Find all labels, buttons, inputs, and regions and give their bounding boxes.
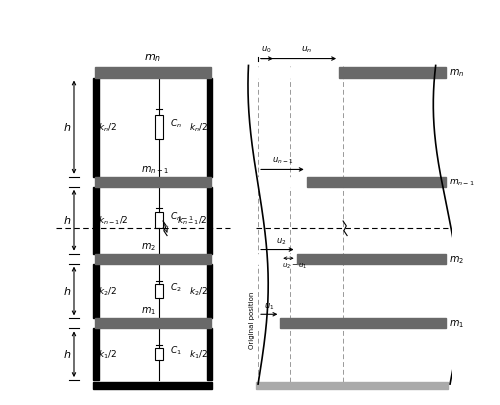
- Text: $m_1$: $m_1$: [450, 318, 464, 330]
- Text: h: h: [63, 123, 70, 133]
- Text: $m_2$: $m_2$: [141, 240, 156, 252]
- Bar: [256, 382, 448, 389]
- Text: $C_n$: $C_n$: [170, 117, 182, 130]
- Text: $m_2$: $m_2$: [450, 253, 464, 265]
- Text: $k_1/2$: $k_1/2$: [188, 348, 208, 360]
- Bar: [94, 188, 99, 254]
- Bar: [206, 188, 212, 254]
- Bar: [95, 319, 211, 328]
- Bar: [206, 79, 212, 177]
- Text: $u_0$: $u_0$: [261, 44, 272, 55]
- Text: $C_1$: $C_1$: [170, 344, 181, 356]
- Text: $u_{n-1}$: $u_{n-1}$: [272, 156, 293, 166]
- Text: $u_2$: $u_2$: [276, 236, 286, 247]
- Bar: [94, 264, 99, 319]
- Text: $u_1$: $u_1$: [264, 301, 274, 311]
- Text: $u_2-u_1$: $u_2-u_1$: [282, 261, 308, 270]
- Text: h: h: [63, 350, 70, 359]
- Text: $m_n$: $m_n$: [144, 52, 162, 64]
- Bar: [306, 177, 446, 188]
- Text: $m_1$: $m_1$: [141, 305, 156, 317]
- Text: h: h: [63, 286, 70, 296]
- Bar: [94, 79, 99, 177]
- Bar: [257, 68, 339, 79]
- Text: Original position: Original position: [249, 291, 255, 348]
- Text: $m_{n-1}$: $m_{n-1}$: [450, 177, 475, 188]
- Bar: [257, 177, 306, 188]
- Text: $m_{n-1}$: $m_{n-1}$: [141, 164, 169, 175]
- Text: $k_n/2$: $k_n/2$: [188, 122, 208, 134]
- Bar: [95, 254, 211, 264]
- Bar: [95, 177, 211, 188]
- Text: $C_{n-1}$: $C_{n-1}$: [170, 210, 194, 223]
- Text: $u_n$: $u_n$: [301, 44, 312, 55]
- Bar: [154, 116, 164, 140]
- Text: $k_n/2$: $k_n/2$: [98, 122, 117, 134]
- Bar: [206, 328, 212, 380]
- Bar: [296, 254, 446, 264]
- Text: $k_2/2$: $k_2/2$: [188, 285, 208, 298]
- Text: $C_2$: $C_2$: [170, 281, 181, 294]
- Bar: [95, 68, 211, 79]
- Text: h: h: [63, 216, 70, 226]
- Bar: [206, 264, 212, 319]
- Text: $k_{n-1}/2$: $k_{n-1}/2$: [98, 214, 129, 227]
- Bar: [280, 319, 446, 328]
- Bar: [94, 382, 212, 389]
- Bar: [154, 348, 164, 360]
- Text: $k_2/2$: $k_2/2$: [98, 285, 117, 298]
- Text: $k_1/2$: $k_1/2$: [98, 348, 117, 360]
- Bar: [257, 254, 296, 264]
- Text: $m_n$: $m_n$: [450, 68, 465, 79]
- Bar: [257, 319, 280, 328]
- Bar: [94, 328, 99, 380]
- Bar: [154, 285, 164, 298]
- Text: $k_{n-1}/2$: $k_{n-1}/2$: [177, 214, 208, 227]
- Bar: [154, 213, 164, 229]
- Bar: [339, 68, 446, 79]
